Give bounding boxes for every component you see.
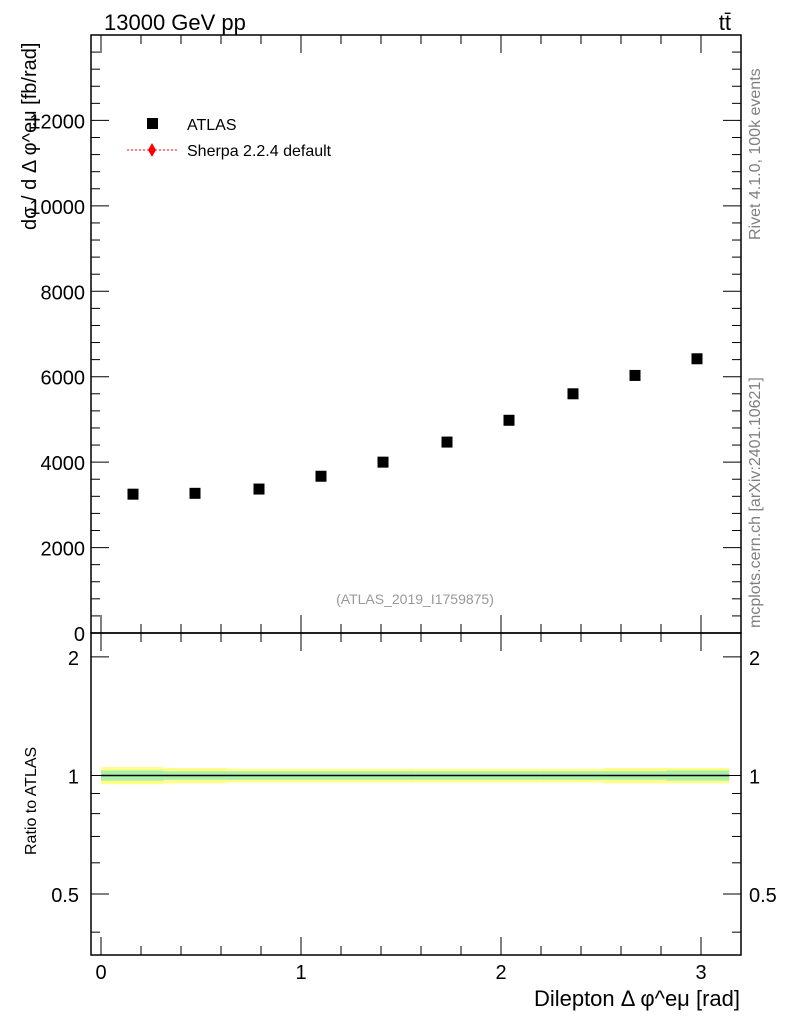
atlas-data-point xyxy=(691,353,703,365)
header-right-title: tt̄ xyxy=(719,10,731,35)
ratio-axis-ticks: 0.5 0.5 1 1 2 2 xyxy=(51,648,777,933)
x-tick-label: 2 xyxy=(495,962,506,984)
ratio-y-tick-label: 0.5 xyxy=(51,885,79,907)
atlas-data-point xyxy=(253,483,265,495)
atlas-data-points xyxy=(127,353,703,500)
x-tick-label: 1 xyxy=(295,962,306,984)
main-y-tick-label: 8000 xyxy=(41,282,86,304)
ratio-uncertainty-bands xyxy=(101,767,730,785)
ratio-y-tick-label-right: 0.5 xyxy=(749,885,777,907)
x-axis-label: Dilepton Δ φ^eμ [rad] xyxy=(534,986,740,1011)
legend-sherpa-label: Sherpa 2.2.4 default xyxy=(187,143,332,160)
main-y-tick-label: 6000 xyxy=(41,368,86,390)
atlas-data-point xyxy=(629,369,641,381)
main-y-axis-label: dσ / d Δ φ^eμ [fb/rad] xyxy=(19,43,41,230)
ratio-y-axis-label: Ratio to ATLAS xyxy=(23,747,40,855)
analysis-watermark: (ATLAS_2019_I1759875) xyxy=(336,591,494,607)
ratio-y-tick-label: 2 xyxy=(68,648,79,670)
atlas-data-point xyxy=(441,436,453,448)
main-y-tick-label: 2000 xyxy=(41,539,86,561)
x-axis-ticks: 0 1 2 3 xyxy=(95,35,707,984)
ratio-y-tick-label: 1 xyxy=(68,766,79,788)
legend: ATLAS Sherpa 2.2.4 default xyxy=(127,117,332,160)
atlas-data-point xyxy=(567,388,579,400)
main-y-tick-label: 0 xyxy=(74,624,85,646)
header-left-title: 13000 GeV pp xyxy=(104,10,246,35)
atlas-data-point xyxy=(503,414,515,426)
legend-sherpa-marker xyxy=(148,143,156,157)
atlas-data-point xyxy=(189,487,201,499)
main-y-tick-label: 10000 xyxy=(29,197,85,219)
ratio-y-tick-label-right: 1 xyxy=(749,766,760,788)
main-axis-ticks: 0 2000 4000 6000 8000 10000 12000 xyxy=(29,34,741,646)
main-y-tick-label: 12000 xyxy=(29,111,85,133)
atlas-data-point xyxy=(127,488,139,500)
atlas-data-point xyxy=(315,470,327,482)
rivet-version-label: Rivet 4.1.0, 100k events xyxy=(747,68,764,240)
x-tick-label: 3 xyxy=(695,962,706,984)
legend-atlas-marker xyxy=(147,118,158,129)
atlas-data-point xyxy=(377,456,389,468)
main-y-tick-label: 4000 xyxy=(41,453,86,475)
x-tick-label: 0 xyxy=(95,962,106,984)
source-label: mcplots.cern.ch [arXiv:2401.10621] xyxy=(747,377,764,628)
legend-atlas-label: ATLAS xyxy=(187,117,237,134)
ratio-y-tick-label-right: 2 xyxy=(749,648,760,670)
ratio-plot-frame xyxy=(90,632,742,956)
